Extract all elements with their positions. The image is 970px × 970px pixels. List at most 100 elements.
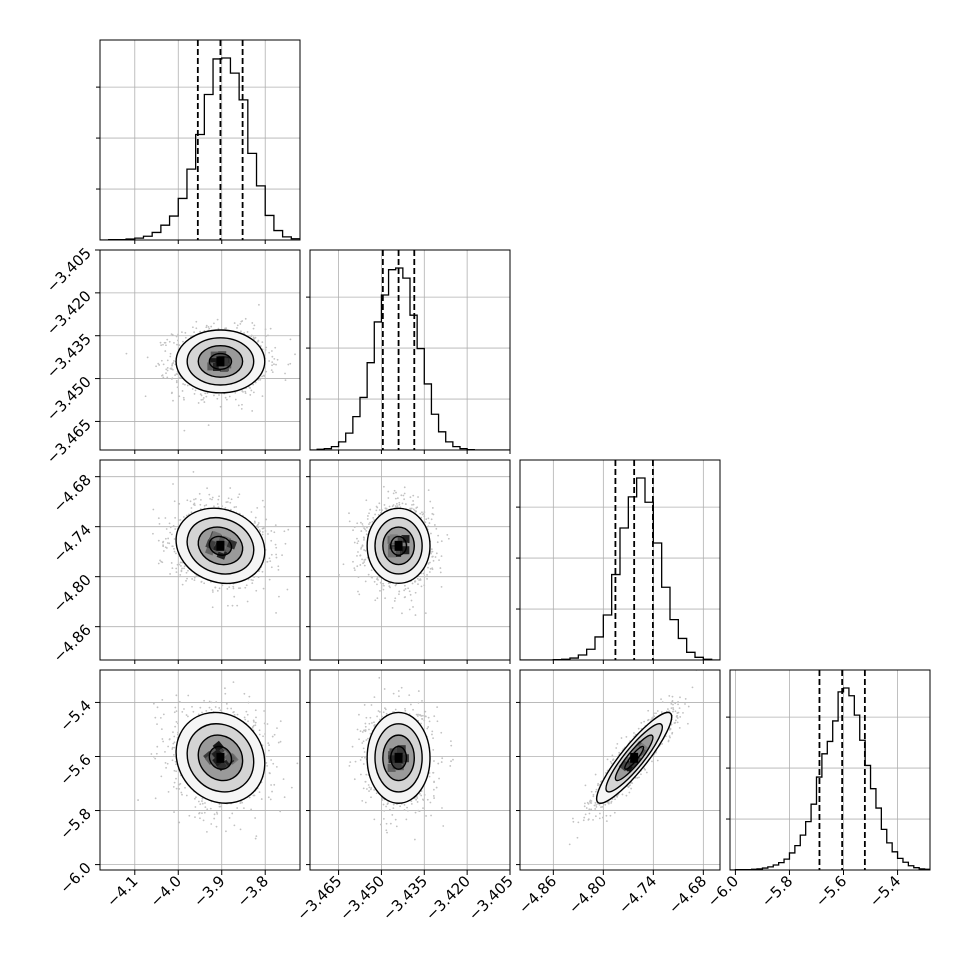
scatter-point xyxy=(171,545,174,548)
scatter-point xyxy=(356,537,358,540)
scatter-point xyxy=(178,344,181,347)
scatter-point xyxy=(651,760,653,763)
contour-line-3 xyxy=(175,329,266,394)
scatter-point xyxy=(348,512,350,515)
scatter-point xyxy=(257,523,259,526)
scatter-point xyxy=(377,579,379,581)
scatter-point xyxy=(180,791,183,794)
contour-line-3 xyxy=(175,507,266,585)
contour-line-3 xyxy=(366,711,431,804)
scatter-point xyxy=(225,702,228,705)
scatter-point xyxy=(192,710,195,713)
scatter-point xyxy=(363,751,366,753)
scatter-point xyxy=(154,797,157,800)
scatter-point xyxy=(380,582,383,585)
scatter-point xyxy=(251,582,254,585)
scatter-point xyxy=(174,725,177,728)
scatter-point xyxy=(383,688,386,690)
y-tick-label-1-4: −3.405 xyxy=(43,244,95,296)
scatter-point xyxy=(270,784,272,786)
scatter-point xyxy=(385,712,388,715)
scatter-point xyxy=(435,786,438,789)
scatter-point xyxy=(424,710,427,713)
scatter-point xyxy=(376,506,379,509)
scatter-point xyxy=(154,716,157,719)
scatter-point xyxy=(175,567,178,570)
contour-line-0 xyxy=(208,535,233,556)
scatter-point xyxy=(609,760,612,763)
scatter-point xyxy=(379,589,381,592)
scatter-point xyxy=(601,816,604,819)
scatter-point xyxy=(431,567,434,570)
scatter-point xyxy=(178,787,181,790)
scatter-point xyxy=(277,568,280,571)
density-peak xyxy=(216,356,225,367)
scatter-point xyxy=(671,695,674,698)
panel-frame xyxy=(309,669,511,871)
scatter-point xyxy=(352,560,354,563)
scatter-point xyxy=(273,531,276,534)
scatter-point xyxy=(417,809,420,812)
scatter-point xyxy=(423,511,426,513)
scatter-point xyxy=(176,731,179,734)
scatter-point xyxy=(427,716,430,719)
scatter-point xyxy=(208,493,211,496)
scatter-point xyxy=(401,502,404,505)
scatter-point xyxy=(262,735,264,738)
scatter-point xyxy=(366,518,369,520)
scatter-point xyxy=(376,715,378,718)
scatter-point xyxy=(365,499,368,502)
scatter-point xyxy=(167,537,170,540)
scatter-point xyxy=(268,578,271,581)
scatter-point xyxy=(193,504,196,507)
scatter-point xyxy=(432,748,435,751)
scatter-point xyxy=(241,320,244,322)
density-block xyxy=(401,535,410,544)
scatter-point xyxy=(224,692,227,695)
scatter-point xyxy=(170,562,173,564)
scatter-point xyxy=(378,676,381,679)
scatter-point xyxy=(371,722,373,724)
scatter-point xyxy=(413,838,416,841)
scatter-point xyxy=(275,765,278,768)
scatter-point xyxy=(205,830,208,833)
scatter-point xyxy=(253,576,256,579)
scatter-point xyxy=(412,503,415,506)
scatter-point xyxy=(211,589,214,592)
scatter-point xyxy=(199,498,202,501)
scatter-point xyxy=(653,715,656,718)
scatter-point xyxy=(201,711,203,714)
scatter-point xyxy=(416,797,419,799)
scatter-point xyxy=(436,706,439,708)
scatter-point xyxy=(172,742,175,745)
scatter-point xyxy=(248,796,251,799)
scatter-point xyxy=(268,557,271,560)
scatter-point xyxy=(422,572,425,575)
scatter-point xyxy=(407,809,409,812)
scatter-point xyxy=(182,396,185,399)
scatter-point xyxy=(166,376,169,379)
scatter-point xyxy=(169,573,171,575)
scatter-point xyxy=(379,823,382,826)
scatter-point xyxy=(414,580,416,583)
scatter-point xyxy=(416,715,419,717)
scatter-point xyxy=(265,762,268,764)
scatter-point xyxy=(370,796,372,799)
panel-frame xyxy=(519,459,721,661)
scatter-point xyxy=(250,334,253,337)
scatter-point xyxy=(261,341,264,344)
scatter-point xyxy=(392,807,395,810)
scatter-point xyxy=(362,747,365,750)
y-tick-label-2-2: −4.74 xyxy=(50,521,95,566)
scatter-point xyxy=(590,790,593,793)
scatter-point xyxy=(595,788,598,791)
scatter-point xyxy=(166,542,169,544)
scatter-point xyxy=(668,710,671,712)
scatter-point xyxy=(270,759,273,761)
scatter-point xyxy=(342,563,345,566)
scatter-point xyxy=(364,549,367,552)
scatter-point xyxy=(360,530,363,532)
scatter-point xyxy=(357,576,360,579)
contour-line-1 xyxy=(197,526,244,566)
scatter-point xyxy=(594,802,597,804)
